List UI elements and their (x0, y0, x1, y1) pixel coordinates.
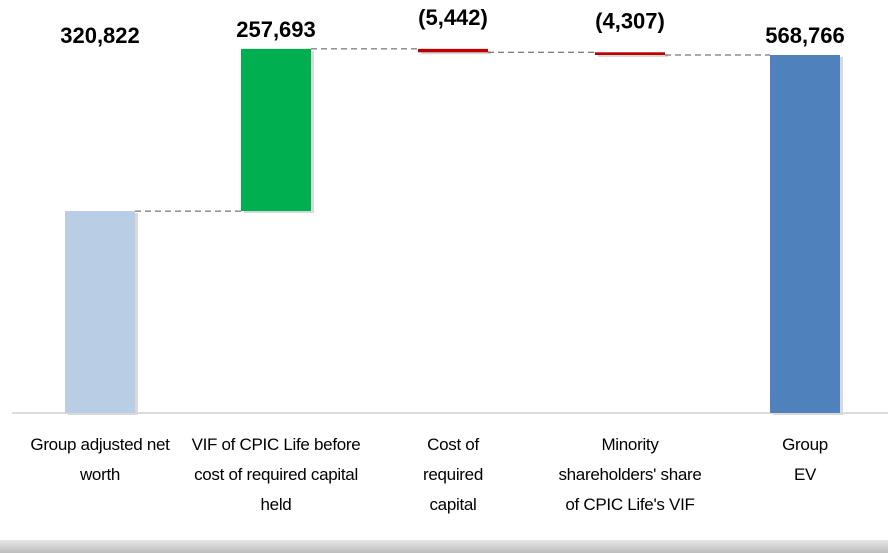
value-label: 320,822 (60, 23, 140, 48)
value-label: (5,442) (418, 5, 488, 30)
bar (595, 52, 665, 55)
value-label: 568,766 (765, 23, 845, 48)
category-label: Minority shareholders' share of CPIC Lif… (558, 435, 702, 514)
bar (65, 211, 135, 413)
bar-shadow (598, 54, 668, 57)
category-label: Cost of required capital (423, 435, 483, 514)
value-label: (4,307) (595, 8, 665, 33)
bottom-shade (0, 540, 888, 553)
category-label: Group EV (782, 435, 828, 484)
bar (418, 48, 488, 53)
bar-shadow (421, 50, 491, 55)
bar (241, 48, 311, 212)
category-label: VIF of CPIC Life before cost of required… (191, 435, 361, 514)
value-label: 257,693 (236, 17, 316, 42)
bar (770, 55, 840, 413)
category-label: Group adjusted net worth (30, 435, 170, 484)
